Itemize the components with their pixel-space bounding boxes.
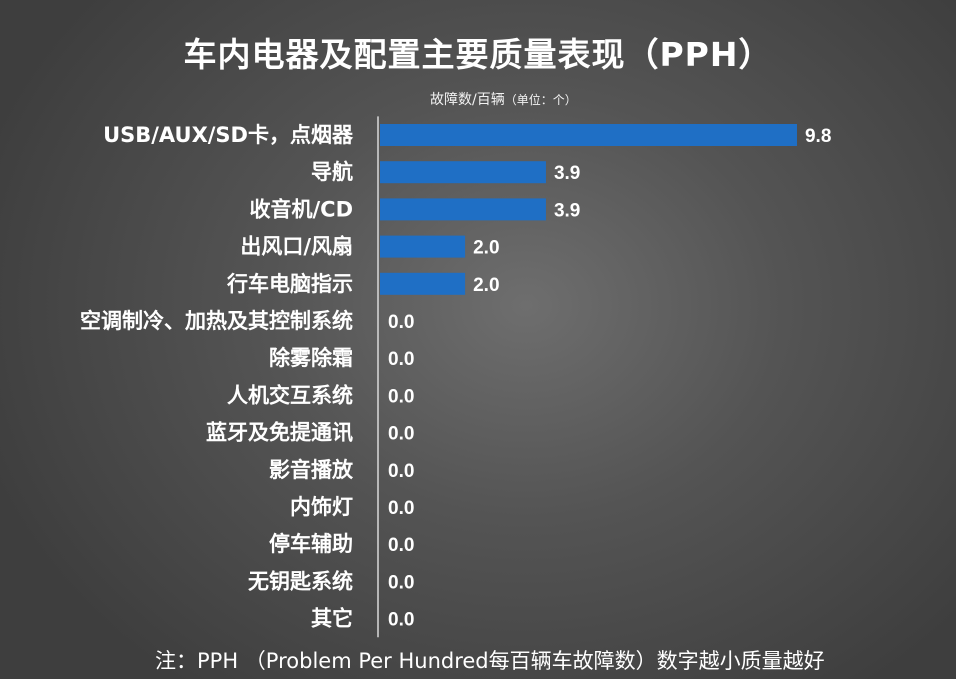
footnote: 注：PPH （Problem Per Hundred每百辆车故障数）数字越小质量… bbox=[155, 649, 825, 673]
category-label: 空调制冷、加热及其控制系统 bbox=[80, 309, 353, 333]
bar bbox=[380, 272, 466, 295]
value-label: 0.0 bbox=[388, 386, 414, 407]
category-label: 除雾除霜 bbox=[269, 346, 353, 370]
value-label: 2.0 bbox=[473, 238, 499, 259]
category-label: 导航 bbox=[311, 160, 353, 184]
category-label: 影音播放 bbox=[269, 458, 354, 482]
value-label: 0.0 bbox=[388, 572, 414, 593]
category-label: 内饰灯 bbox=[290, 495, 353, 519]
category-label: 其它 bbox=[311, 607, 353, 631]
value-label: 0.0 bbox=[388, 610, 414, 631]
category-label: 蓝牙及免提通讯 bbox=[206, 421, 353, 445]
value-label: 9.8 bbox=[805, 126, 831, 147]
bar bbox=[380, 124, 797, 146]
value-label: 3.9 bbox=[554, 163, 580, 184]
unit-note: （单位：个） bbox=[504, 93, 577, 107]
category-label: 收音机/CD bbox=[249, 197, 353, 221]
bar bbox=[380, 161, 546, 184]
value-label: 0.0 bbox=[388, 424, 414, 445]
category-label: 停车辅助 bbox=[269, 532, 353, 556]
chart-title: 车内电器及配置主要质量表现（PPH） bbox=[183, 35, 773, 74]
value-label: 0.0 bbox=[388, 535, 414, 556]
value-label: 0.0 bbox=[388, 349, 414, 370]
unit-label-text: 故障数/百辆 bbox=[430, 92, 505, 108]
category-label: 无钥匙系统 bbox=[248, 569, 353, 593]
category-label: USB/AUX/SD卡，点烟器 bbox=[103, 123, 354, 147]
value-label: 3.9 bbox=[554, 200, 580, 221]
unit-label: 故障数/百辆（单位：个） bbox=[430, 89, 577, 109]
value-label: 2.0 bbox=[473, 275, 499, 296]
category-label: 人机交互系统 bbox=[227, 383, 353, 407]
bar bbox=[380, 235, 466, 258]
category-label: 出风口/风扇 bbox=[240, 235, 353, 259]
category-label: 行车电脑指示 bbox=[226, 272, 353, 296]
bar bbox=[380, 198, 546, 221]
value-label: 0.0 bbox=[388, 498, 414, 519]
value-label: 0.0 bbox=[388, 312, 414, 333]
value-label: 0.0 bbox=[388, 461, 414, 482]
